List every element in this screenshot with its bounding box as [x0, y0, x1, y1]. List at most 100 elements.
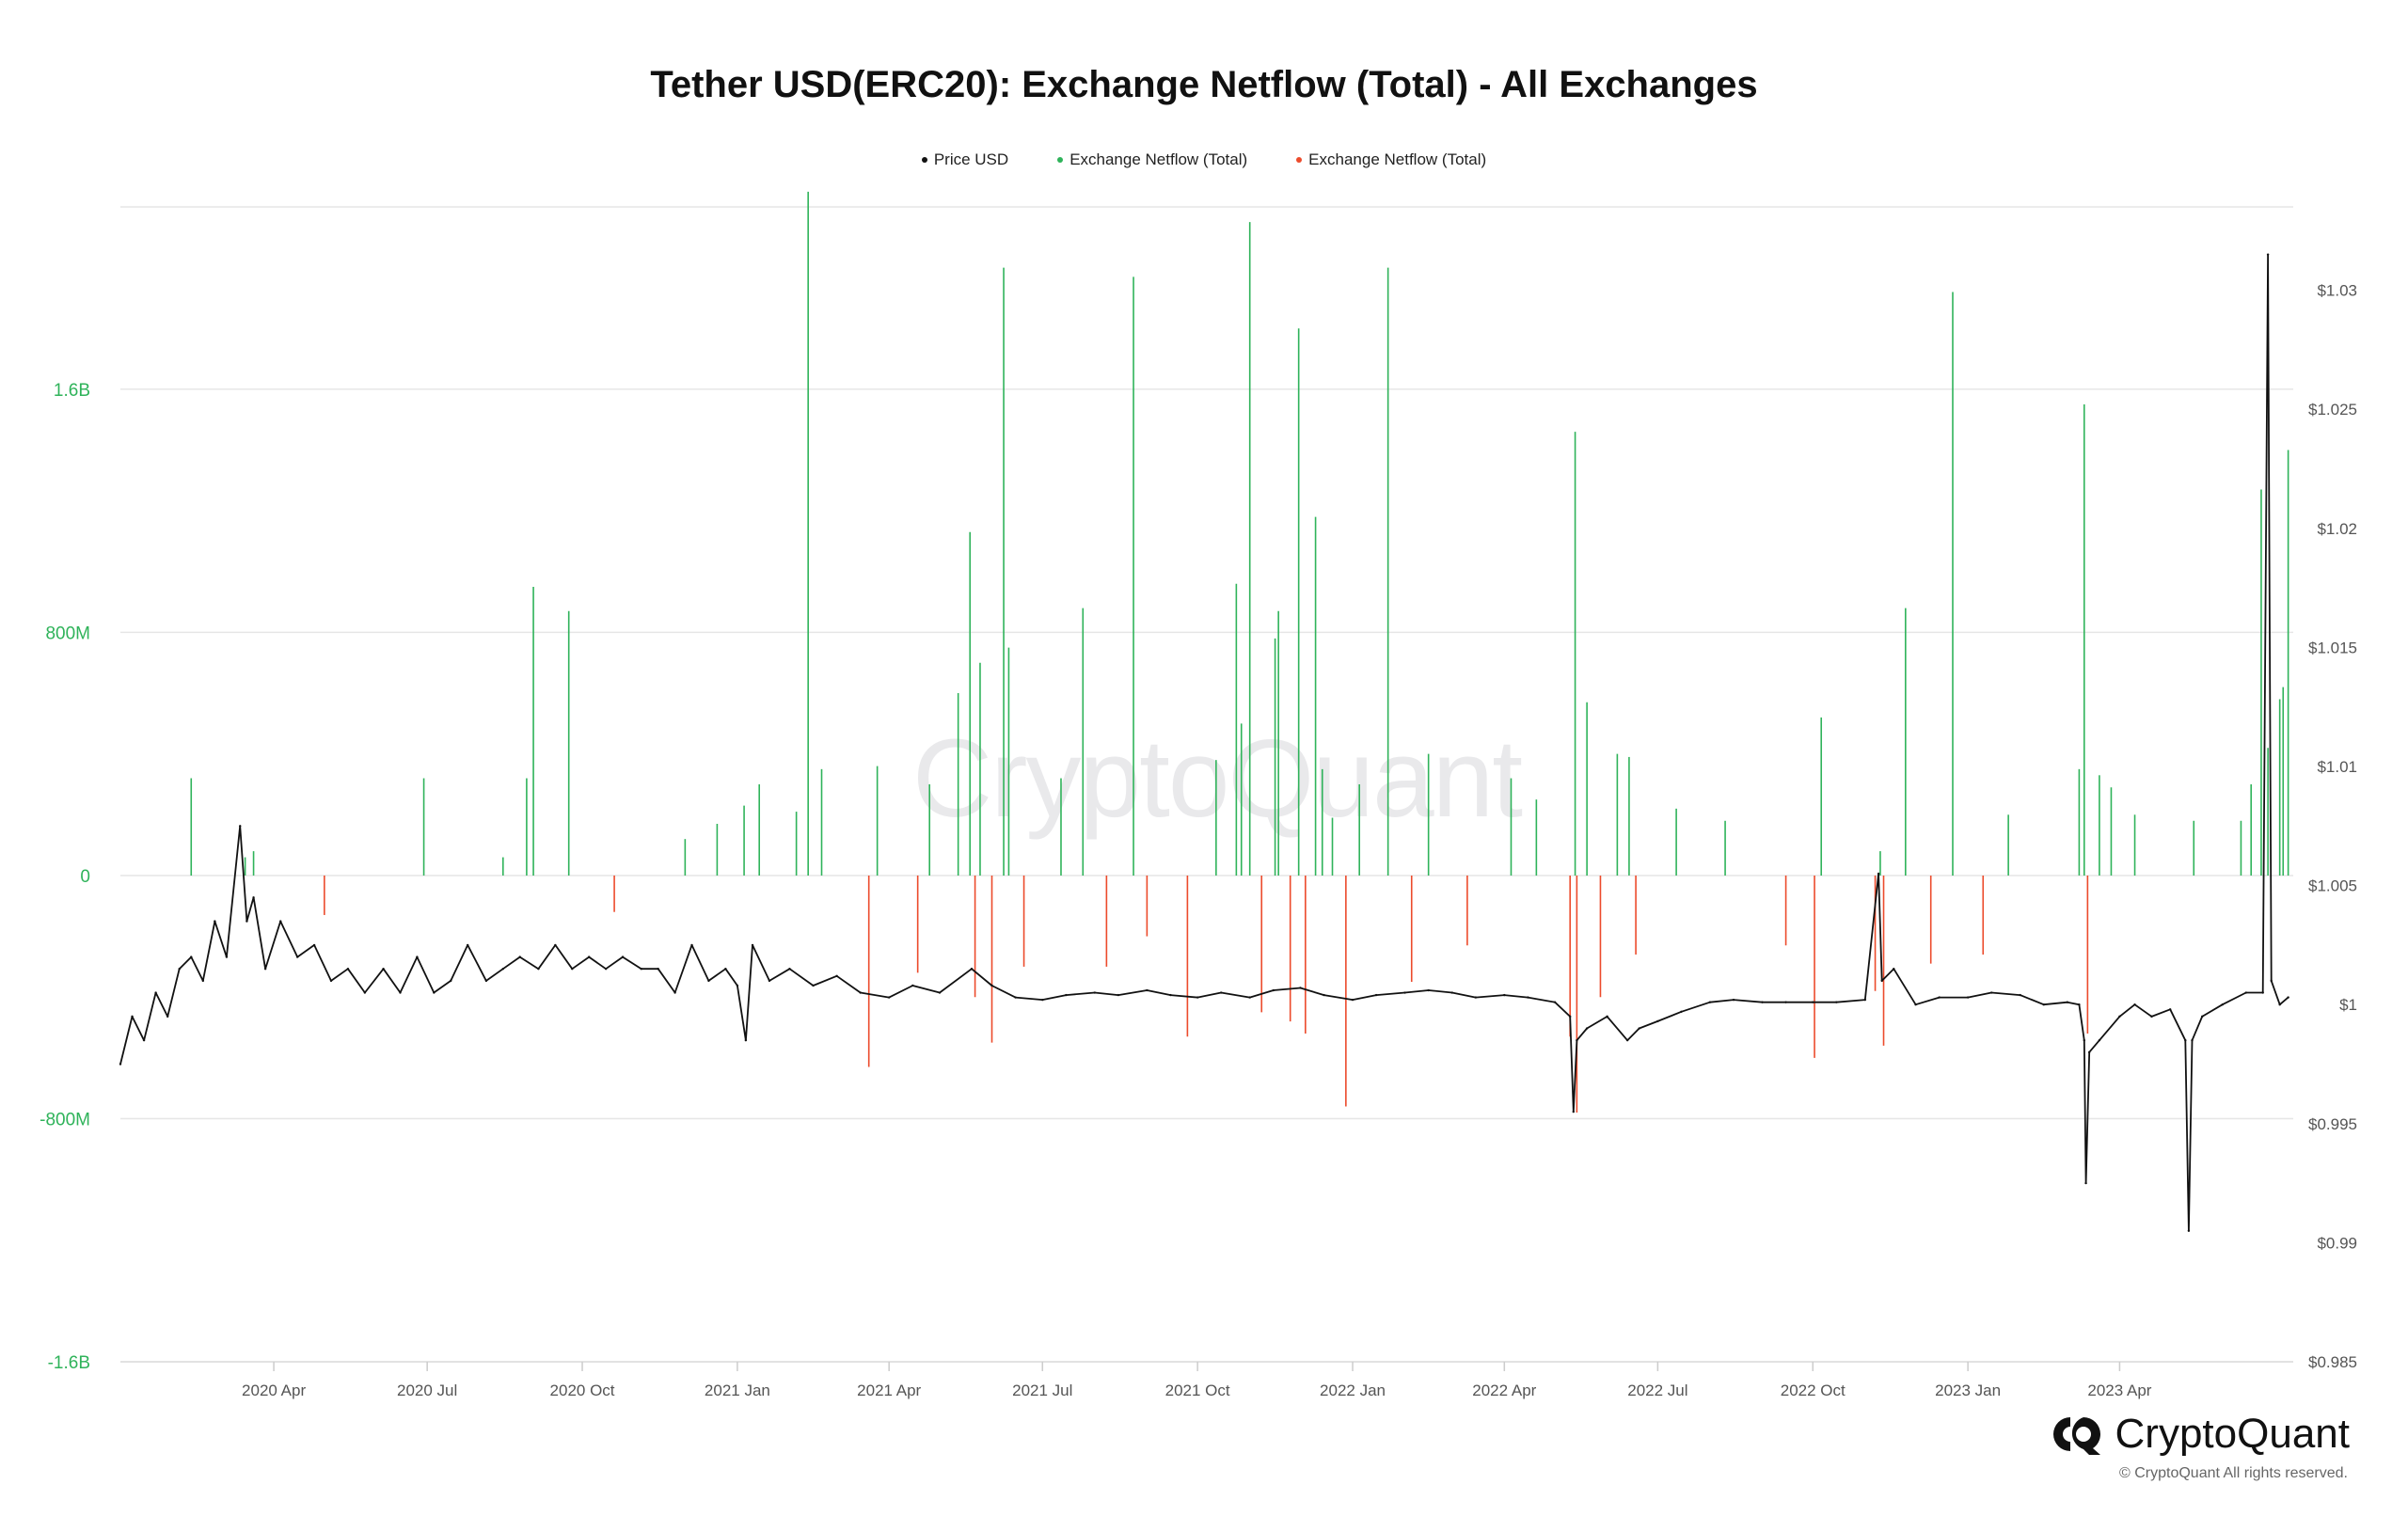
brand: CryptoQuant — [2052, 1411, 2350, 1458]
right-axis-tick-label: $1 — [2339, 996, 2357, 1014]
price-point — [1503, 993, 1506, 997]
legend-item-price[interactable]: Price USD — [921, 150, 1008, 169]
legend-item-netflow-outflow[interactable]: Exchange Netflow (Total) — [1296, 150, 1486, 169]
price-point — [1638, 1027, 1640, 1030]
price-point — [2019, 993, 2021, 997]
price-point — [2133, 1003, 2136, 1006]
price-point — [2184, 1038, 2187, 1042]
price-point — [2278, 1003, 2281, 1006]
price-point — [1835, 1001, 1838, 1003]
price-point — [239, 825, 242, 828]
price-point — [970, 968, 974, 971]
price-point — [2078, 1003, 2081, 1006]
price-point — [1527, 996, 1529, 999]
x-axis-tick-label: 2021 Jul — [1012, 1382, 1072, 1399]
price-point — [1041, 998, 1044, 1002]
price-point — [312, 943, 316, 947]
price-point — [190, 955, 193, 958]
price-point — [263, 968, 267, 971]
price-point — [142, 1038, 146, 1042]
x-axis-tick-label: 2020 Apr — [242, 1382, 306, 1399]
price-point — [835, 974, 838, 978]
price-point — [887, 996, 891, 999]
price-point — [166, 1015, 169, 1019]
price-point — [571, 968, 574, 971]
legend-marker-netflow-outflow — [1296, 157, 1303, 163]
price-point — [1169, 993, 1172, 997]
price-point — [1014, 996, 1017, 999]
right-axis-tick-label: $1.03 — [2317, 282, 2357, 300]
price-point — [990, 984, 993, 987]
right-axis-tick-label: $1.025 — [2308, 401, 2357, 418]
price-point — [2042, 1003, 2045, 1006]
price-point — [604, 968, 608, 971]
x-axis-tick-label: 2022 Apr — [1472, 1382, 1536, 1399]
brand-name: CryptoQuant — [2115, 1411, 2350, 1457]
legend-marker-netflow-inflow — [1057, 157, 1064, 163]
price-point — [2066, 1001, 2069, 1003]
x-axis-tick-label: 2021 Jan — [705, 1382, 770, 1399]
price-point — [1220, 991, 1223, 994]
price-point — [690, 943, 693, 947]
price-point — [1938, 996, 1941, 999]
price-point — [225, 955, 229, 958]
price-point — [2261, 991, 2264, 994]
price-point — [588, 955, 591, 958]
price-point — [1323, 993, 1325, 997]
price-point — [1568, 1015, 1572, 1019]
price-point — [295, 955, 299, 958]
price-point — [1065, 993, 1068, 997]
price-point — [537, 968, 540, 971]
left-axis-tick-label: 0 — [80, 867, 90, 887]
price-point — [1966, 996, 1970, 999]
price-point — [246, 920, 248, 923]
price-point — [768, 979, 771, 983]
price-point — [2083, 1038, 2085, 1042]
price-point — [1606, 1015, 1608, 1019]
netflow-bars — [190, 191, 2289, 1113]
price-point — [1880, 979, 1883, 983]
price-point — [2201, 1015, 2204, 1019]
price-point — [744, 1038, 748, 1042]
price-point — [2191, 1038, 2194, 1042]
x-axis-ticks: 2020 Apr 2020 Jul 2020 Oct 2021 Jan 2021 Apr… — [242, 1362, 2152, 1399]
price-point — [1990, 991, 1993, 994]
price-point — [657, 968, 659, 971]
price-point — [1450, 991, 1453, 994]
price-point — [279, 920, 282, 923]
left-axis-tick-label: 1.6B — [54, 381, 90, 401]
legend-item-netflow-inflow[interactable]: Exchange Netflow (Total) — [1057, 150, 1247, 169]
price-point — [399, 991, 402, 994]
price-point — [1877, 872, 1880, 876]
legend-marker-price — [921, 157, 927, 163]
price-point — [1299, 987, 1302, 989]
left-axis-tick-label: 800M — [45, 624, 90, 643]
price-point — [812, 984, 815, 987]
price-point — [1863, 998, 1867, 1002]
price-line-layer — [119, 253, 2289, 1232]
price-point — [1585, 1027, 1589, 1030]
price-point — [1196, 996, 1199, 999]
price-point — [2150, 1015, 2153, 1019]
x-axis-tick-label: 2021 Oct — [1165, 1382, 1230, 1399]
price-point — [1093, 991, 1097, 994]
price-point — [1427, 988, 1430, 992]
price-point — [554, 943, 557, 947]
right-axis-tick-label: $1.02 — [2317, 520, 2357, 538]
chart-title: Tether USD(ERC20): Exchange Netflow (Tot… — [650, 64, 1758, 105]
price-point — [201, 979, 205, 983]
right-axis-ticks: $1.03 $1.025 $1.02 $1.015 $1.01 $1.005 $1 $0.99… — [2308, 282, 2357, 1371]
x-axis-tick-label: 2021 Apr — [857, 1382, 921, 1399]
price-point — [2084, 1181, 2087, 1185]
price-point — [154, 991, 157, 994]
gridlines — [120, 206, 2293, 1363]
price-point — [416, 955, 419, 958]
price-point — [1784, 1001, 1787, 1003]
right-axis-tick-label: $0.995 — [2308, 1115, 2357, 1133]
left-axis-tick-label: -1.6B — [48, 1353, 90, 1373]
price-point — [1812, 1001, 1814, 1003]
price-point — [450, 979, 452, 983]
legend-label-netflow-inflow: Exchange Netflow (Total) — [1069, 150, 1248, 168]
price-point — [621, 955, 625, 958]
